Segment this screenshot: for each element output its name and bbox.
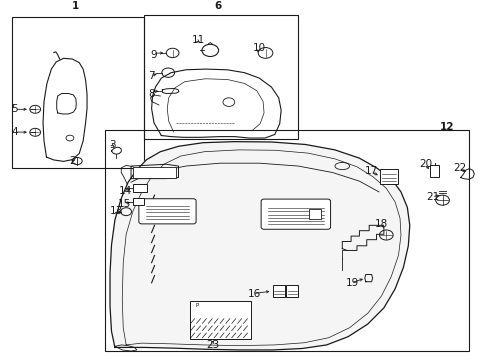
Text: 9: 9	[150, 50, 157, 60]
Text: 8: 8	[148, 89, 155, 99]
Bar	[133, 198, 143, 205]
FancyBboxPatch shape	[139, 199, 196, 224]
Bar	[189, 301, 250, 339]
Text: 18: 18	[374, 219, 387, 229]
Text: 5: 5	[11, 104, 18, 114]
Text: 7: 7	[148, 71, 155, 81]
Polygon shape	[110, 141, 409, 350]
Bar	[429, 165, 438, 177]
Text: 1: 1	[72, 1, 79, 11]
Bar	[285, 284, 298, 297]
Text: 19: 19	[345, 278, 358, 288]
Bar	[133, 184, 146, 192]
Text: P: P	[195, 303, 199, 308]
Bar	[308, 209, 321, 219]
Text: 13: 13	[109, 206, 123, 216]
Bar	[105, 130, 468, 351]
Bar	[380, 169, 397, 184]
Text: 3: 3	[109, 140, 116, 149]
Text: 20: 20	[418, 159, 431, 169]
Text: 21: 21	[425, 192, 439, 202]
FancyBboxPatch shape	[261, 199, 330, 229]
Bar	[272, 284, 285, 297]
Text: 2: 2	[69, 156, 76, 166]
Bar	[133, 167, 176, 177]
Text: 11: 11	[191, 35, 204, 45]
Text: 16: 16	[247, 289, 261, 298]
Text: 4: 4	[11, 127, 18, 137]
Text: 10: 10	[252, 42, 265, 53]
Text: 14: 14	[119, 186, 132, 196]
Text: 23: 23	[205, 339, 219, 350]
Text: 12: 12	[439, 122, 454, 131]
Text: 17: 17	[364, 166, 378, 176]
Bar	[144, 15, 298, 139]
Text: 22: 22	[452, 163, 466, 173]
Bar	[12, 17, 144, 168]
Text: 15: 15	[118, 199, 131, 209]
Text: 6: 6	[214, 1, 221, 11]
